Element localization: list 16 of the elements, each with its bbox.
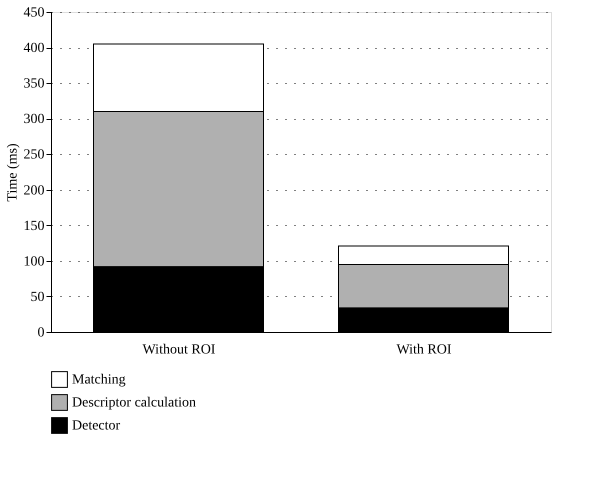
y-tick-label: 350 (24, 76, 44, 92)
y-tick-label: 300 (24, 112, 44, 128)
x-tick-label: With ROI (396, 342, 452, 358)
x-tick-label: Without ROI (142, 342, 216, 358)
y-tick-label: 150 (24, 218, 44, 234)
y-tick-label: 100 (24, 254, 44, 270)
y-tick-label: 0 (38, 326, 44, 340)
y-tick-label: 50 (30, 290, 44, 305)
y-axis-title: Time (ms) (6, 143, 20, 202)
y-tick-label: 450 (24, 6, 44, 20)
y-tick-label: 400 (24, 41, 44, 56)
legend-label: Matching (72, 372, 126, 388)
y-tick-label: 200 (24, 183, 44, 198)
legend-label: Detector (72, 418, 121, 434)
y-tick-label: 250 (24, 148, 44, 163)
legend-label: Descriptor calculation (72, 396, 196, 410)
